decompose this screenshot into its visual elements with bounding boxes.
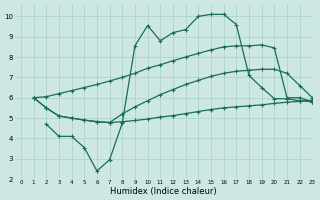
X-axis label: Humidex (Indice chaleur): Humidex (Indice chaleur) [110,187,217,196]
